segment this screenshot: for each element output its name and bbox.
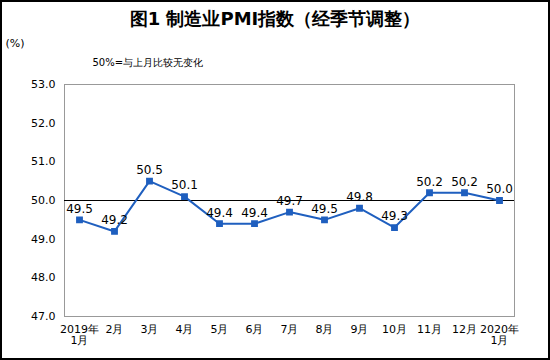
svg-text:50.1: 50.1 [171, 178, 198, 192]
svg-text:49.5: 49.5 [66, 202, 93, 216]
svg-text:12月: 12月 [452, 323, 477, 336]
svg-text:47.0: 47.0 [31, 310, 56, 323]
svg-text:7月: 7月 [281, 323, 299, 336]
html-text:图1 制造业PMI指数（经季节调整）: 图1 制造业PMI指数（经季节调整） [129, 8, 421, 29]
svg-text:50%=与上月比较无变化: 50%=与上月比较无变化 [93, 57, 204, 68]
svg-text:2019年1月: 2019年1月 [60, 323, 99, 347]
svg-text:3月: 3月 [141, 323, 159, 336]
svg-text:49.7: 49.7 [276, 194, 303, 208]
svg-text:49.8: 49.8 [346, 190, 373, 204]
svg-text:(%): (%) [6, 37, 25, 50]
svg-text:52.0: 52.0 [31, 117, 56, 130]
svg-text:9月: 9月 [351, 323, 369, 336]
svg-text:49.4: 49.4 [241, 206, 268, 220]
svg-text:50.2: 50.2 [451, 175, 478, 189]
svg-text:6月: 6月 [246, 323, 264, 336]
svg-text:49.2: 49.2 [101, 213, 128, 227]
svg-text:2月: 2月 [106, 323, 124, 336]
svg-text:2020年1月: 2020年1月 [480, 323, 519, 347]
svg-text:5月: 5月 [211, 323, 229, 336]
svg-text:49.4: 49.4 [206, 206, 233, 220]
svg-text:49.5: 49.5 [311, 202, 338, 216]
svg-text:49.3: 49.3 [381, 209, 408, 223]
svg-text:53.0: 53.0 [31, 78, 56, 91]
svg-text:11月: 11月 [417, 323, 442, 336]
svg-text:50.0: 50.0 [31, 194, 56, 207]
svg-text:48.0: 48.0 [31, 271, 56, 284]
svg-text:10月: 10月 [382, 323, 407, 336]
svg-text:49.0: 49.0 [31, 233, 56, 246]
svg-text:50.2: 50.2 [416, 175, 443, 189]
svg-text:51.0: 51.0 [31, 155, 56, 168]
svg-text:50.5: 50.5 [136, 163, 163, 177]
svg-text:4月: 4月 [176, 323, 194, 336]
svg-text:50.0: 50.0 [486, 182, 513, 196]
svg-text:8月: 8月 [316, 323, 334, 336]
